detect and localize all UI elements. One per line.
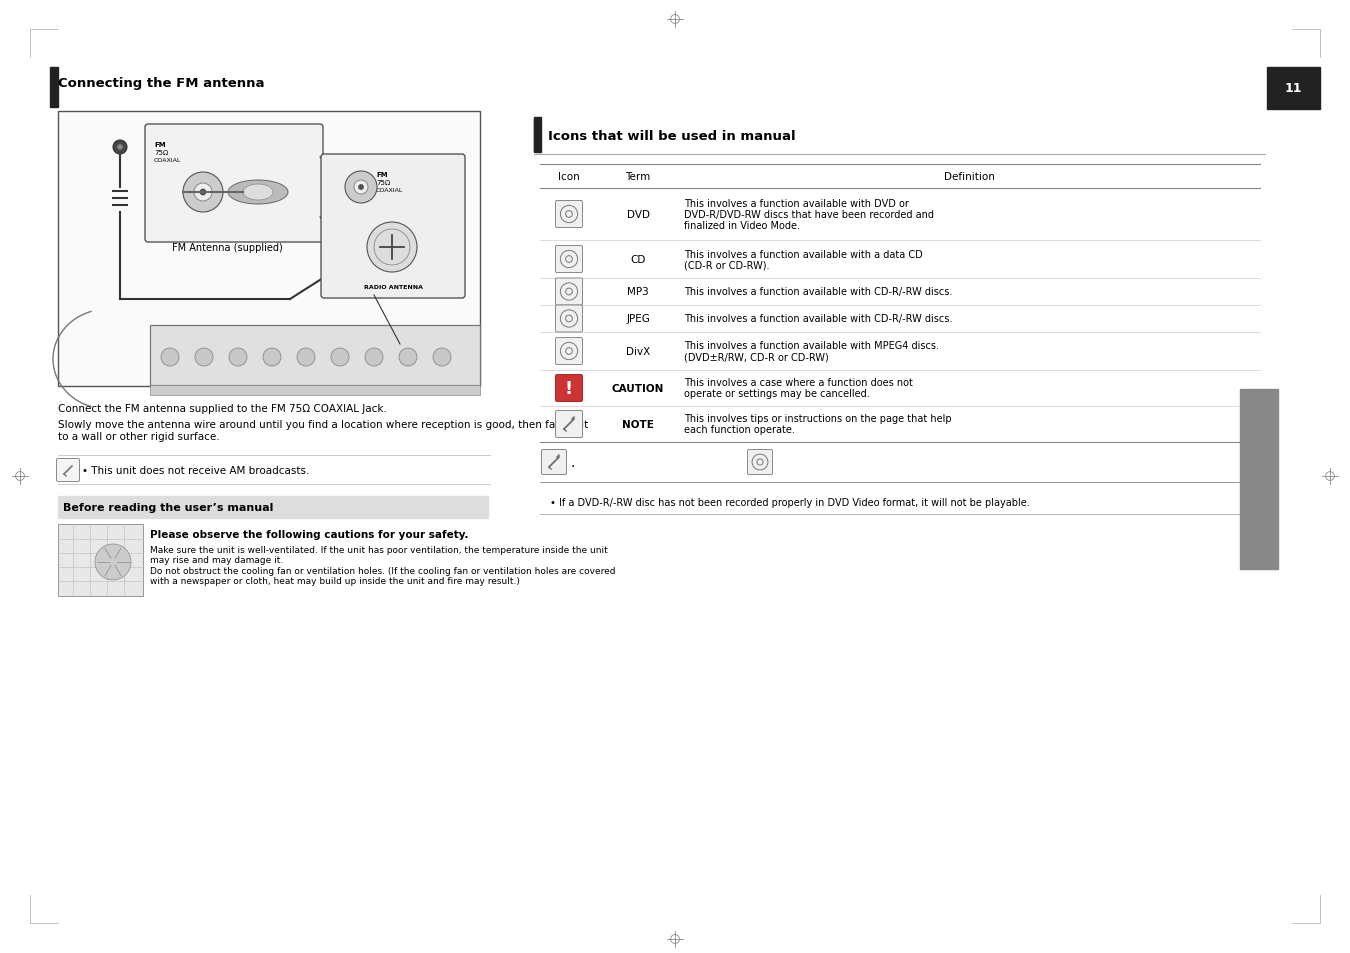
Circle shape	[161, 349, 180, 367]
FancyBboxPatch shape	[321, 154, 464, 298]
Text: JPEG: JPEG	[626, 314, 649, 324]
Text: This involves a function available with DVD or: This involves a function available with …	[684, 199, 909, 209]
Text: !: !	[564, 379, 572, 397]
FancyBboxPatch shape	[144, 125, 323, 243]
Circle shape	[200, 190, 207, 195]
FancyBboxPatch shape	[541, 450, 567, 475]
Text: • This unit does not receive AM broadcasts.: • This unit does not receive AM broadcas…	[82, 465, 309, 476]
Circle shape	[194, 349, 213, 367]
Bar	[1268, 68, 1320, 110]
Circle shape	[359, 185, 363, 191]
Circle shape	[364, 349, 383, 367]
Text: This involves a function available with MPEG4 discs.: This involves a function available with …	[684, 341, 940, 351]
Text: Term: Term	[625, 172, 651, 182]
Text: 75Ω: 75Ω	[377, 180, 390, 186]
Text: operate or settings may be cancelled.: operate or settings may be cancelled.	[684, 389, 869, 399]
FancyBboxPatch shape	[555, 201, 582, 229]
Text: (DVD±R/RW, CD-R or CD-RW): (DVD±R/RW, CD-R or CD-RW)	[684, 352, 829, 362]
FancyBboxPatch shape	[555, 278, 582, 306]
Text: Please observe the following cautions for your safety.: Please observe the following cautions fo…	[150, 530, 468, 539]
Bar	[535, 118, 541, 152]
FancyBboxPatch shape	[555, 338, 582, 365]
Text: Before reading the user’s manual: Before reading the user’s manual	[63, 502, 274, 513]
Text: DVD-R/DVD-RW discs that have been recorded and: DVD-R/DVD-RW discs that have been record…	[684, 210, 934, 220]
Bar	[150, 386, 481, 395]
Text: This involves a function available with CD-R/-RW discs.: This involves a function available with …	[684, 287, 952, 297]
Circle shape	[194, 184, 212, 202]
Text: COAXIAL: COAXIAL	[377, 188, 404, 193]
Text: DVD: DVD	[626, 210, 649, 220]
FancyBboxPatch shape	[555, 246, 582, 274]
Text: .: .	[570, 456, 574, 470]
Text: Connect the FM antenna supplied to the FM 75Ω COAXIAL Jack.: Connect the FM antenna supplied to the F…	[58, 403, 387, 414]
Text: Slowly move the antenna wire around until you find a location where reception is: Slowly move the antenna wire around unti…	[58, 419, 589, 441]
Text: finalized in Video Mode.: finalized in Video Mode.	[684, 221, 801, 231]
Text: FM Antenna (supplied): FM Antenna (supplied)	[171, 243, 282, 253]
Text: 11: 11	[1284, 82, 1301, 95]
Circle shape	[95, 544, 131, 580]
Bar	[1241, 390, 1278, 569]
Text: (CD-R or CD-RW).: (CD-R or CD-RW).	[684, 260, 770, 271]
Text: • If a DVD-R/-RW disc has not been recorded properly in DVD Video format, it wil: • If a DVD-R/-RW disc has not been recor…	[549, 497, 1030, 507]
FancyBboxPatch shape	[555, 411, 582, 438]
Text: CAUTION: CAUTION	[612, 384, 664, 394]
FancyBboxPatch shape	[748, 450, 772, 475]
Circle shape	[184, 172, 223, 213]
Text: 75Ω: 75Ω	[154, 150, 169, 156]
Text: MP3: MP3	[628, 287, 649, 297]
Text: This involves a function available with CD-R/-RW discs.: This involves a function available with …	[684, 314, 952, 324]
Circle shape	[367, 223, 417, 273]
Text: CD: CD	[630, 254, 645, 265]
Text: FM: FM	[377, 172, 387, 178]
Bar	[50, 68, 58, 108]
FancyBboxPatch shape	[555, 375, 582, 402]
Text: Connecting the FM antenna: Connecting the FM antenna	[58, 76, 265, 90]
Bar	[150, 326, 481, 386]
FancyBboxPatch shape	[57, 459, 80, 482]
Text: This involves tips or instructions on the page that help: This involves tips or instructions on th…	[684, 414, 952, 424]
Circle shape	[263, 349, 281, 367]
Text: Do not obstruct the cooling fan or ventilation holes. (If the cooling fan or ven: Do not obstruct the cooling fan or venti…	[150, 566, 616, 586]
Circle shape	[400, 349, 417, 367]
Text: DivX: DivX	[626, 347, 651, 356]
FancyBboxPatch shape	[555, 306, 582, 333]
Ellipse shape	[243, 185, 273, 201]
Circle shape	[346, 172, 377, 204]
Circle shape	[230, 349, 247, 367]
Text: Icons that will be used in manual: Icons that will be used in manual	[548, 130, 795, 142]
Text: each function operate.: each function operate.	[684, 425, 795, 435]
Text: Icon: Icon	[558, 172, 580, 182]
Text: Make sure the unit is well-ventilated. If the unit has poor ventilation, the tem: Make sure the unit is well-ventilated. I…	[150, 545, 608, 565]
Text: COAXIAL: COAXIAL	[154, 158, 181, 163]
Ellipse shape	[228, 181, 288, 205]
Text: This involves a case where a function does not: This involves a case where a function do…	[684, 378, 913, 388]
Text: FM: FM	[154, 142, 166, 148]
Bar	[58, 112, 481, 387]
Circle shape	[354, 181, 369, 194]
Bar	[58, 497, 487, 518]
Bar	[58, 524, 143, 597]
Bar	[535, 120, 540, 152]
Text: This involves a function available with a data CD: This involves a function available with …	[684, 250, 923, 259]
Circle shape	[297, 349, 315, 367]
Circle shape	[331, 349, 350, 367]
Circle shape	[113, 141, 127, 154]
Text: Definition: Definition	[944, 172, 995, 182]
Circle shape	[117, 145, 123, 151]
Text: RADIO ANTENNA: RADIO ANTENNA	[363, 285, 423, 291]
Circle shape	[433, 349, 451, 367]
Text: NOTE: NOTE	[622, 419, 653, 430]
